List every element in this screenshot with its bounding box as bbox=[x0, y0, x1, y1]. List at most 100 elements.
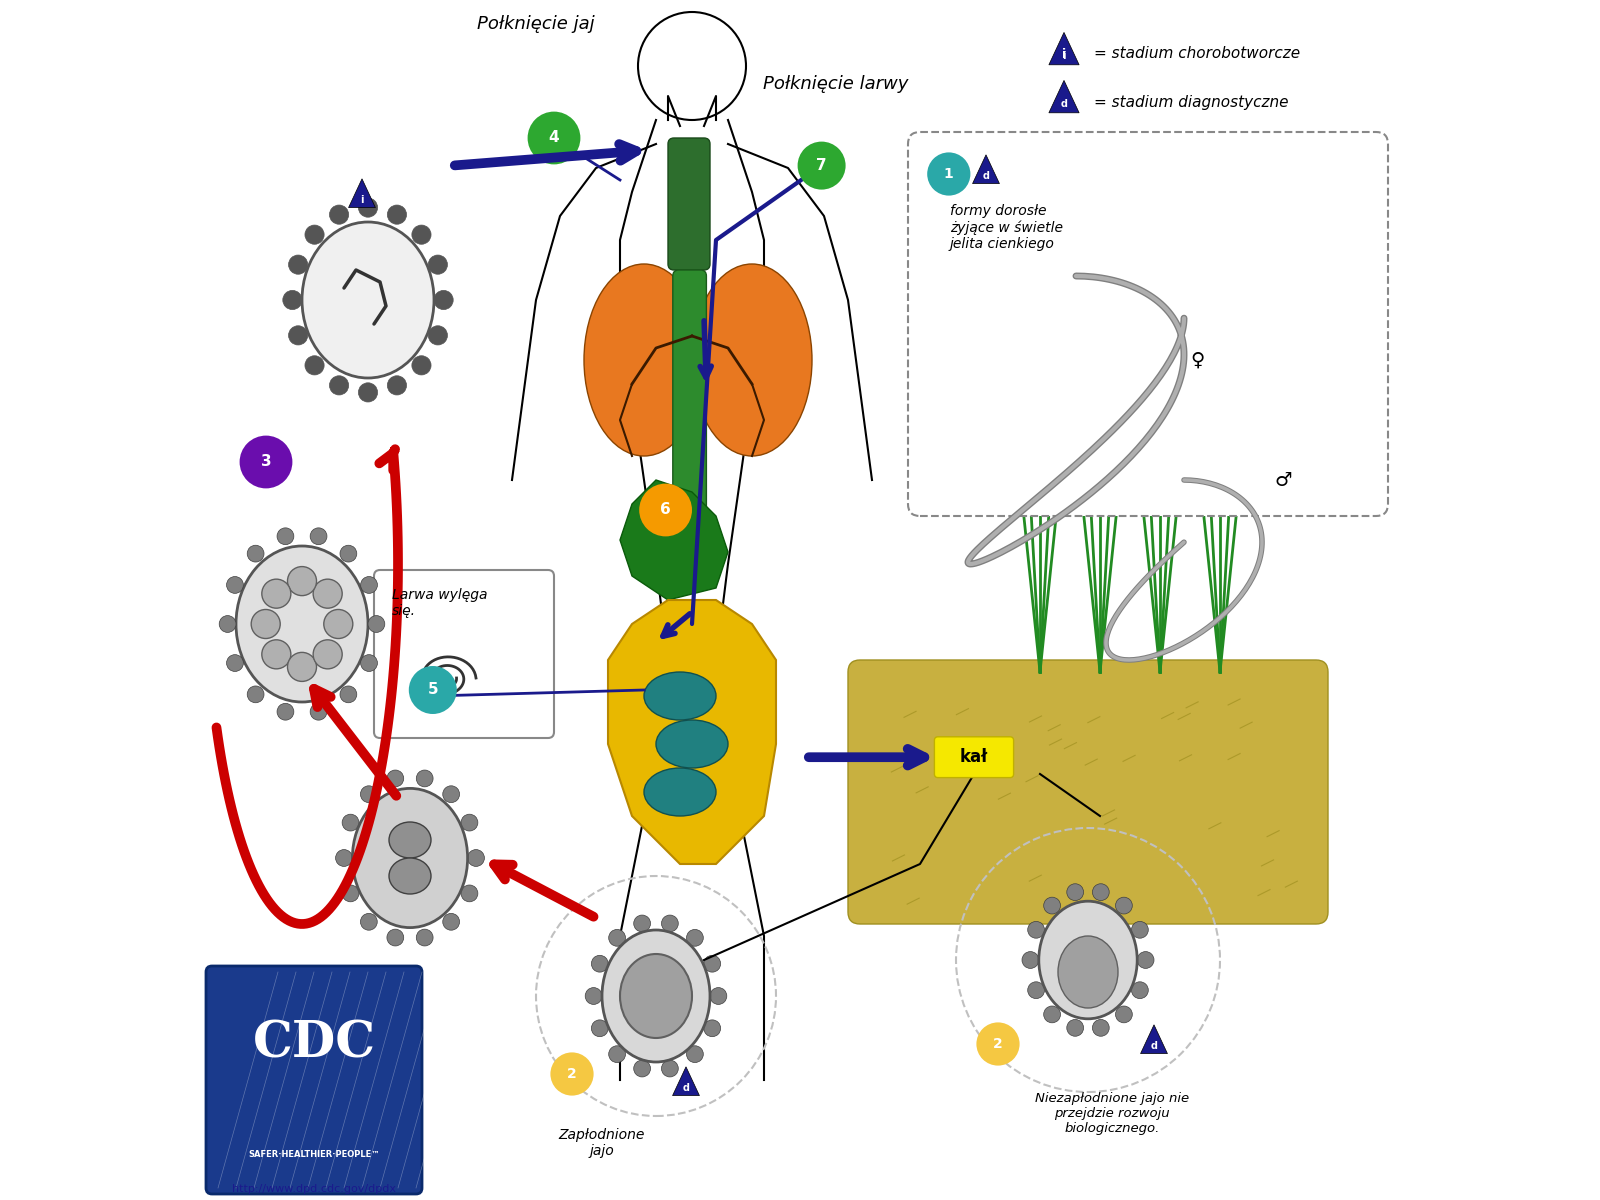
Circle shape bbox=[310, 528, 326, 545]
Circle shape bbox=[358, 198, 378, 217]
Circle shape bbox=[342, 886, 358, 902]
Circle shape bbox=[248, 545, 264, 562]
Circle shape bbox=[1027, 982, 1045, 998]
Circle shape bbox=[592, 1020, 608, 1037]
Polygon shape bbox=[1050, 32, 1078, 65]
Polygon shape bbox=[1141, 1025, 1168, 1054]
Polygon shape bbox=[973, 155, 1000, 184]
Text: d: d bbox=[1150, 1040, 1157, 1051]
Circle shape bbox=[1138, 952, 1154, 968]
Circle shape bbox=[1067, 1020, 1083, 1037]
Circle shape bbox=[310, 703, 326, 720]
Circle shape bbox=[1093, 883, 1109, 900]
Text: 2: 2 bbox=[994, 1037, 1003, 1051]
Ellipse shape bbox=[302, 222, 434, 378]
Circle shape bbox=[928, 152, 970, 196]
Circle shape bbox=[277, 703, 294, 720]
Circle shape bbox=[443, 913, 459, 930]
Circle shape bbox=[277, 528, 294, 545]
Circle shape bbox=[251, 610, 280, 638]
Circle shape bbox=[976, 1022, 1019, 1066]
Ellipse shape bbox=[1038, 901, 1138, 1019]
Circle shape bbox=[368, 616, 386, 632]
Circle shape bbox=[461, 814, 478, 830]
Circle shape bbox=[314, 640, 342, 668]
Circle shape bbox=[262, 580, 291, 608]
Text: i: i bbox=[1062, 52, 1066, 61]
Circle shape bbox=[592, 955, 608, 972]
Text: d: d bbox=[1061, 100, 1067, 109]
Circle shape bbox=[330, 205, 349, 224]
Ellipse shape bbox=[237, 546, 368, 702]
Circle shape bbox=[661, 1060, 678, 1076]
Text: 4: 4 bbox=[549, 131, 560, 145]
Text: d: d bbox=[982, 170, 989, 181]
Polygon shape bbox=[672, 1067, 699, 1096]
Ellipse shape bbox=[602, 930, 710, 1062]
Circle shape bbox=[1115, 898, 1133, 914]
Text: d: d bbox=[683, 1082, 690, 1093]
Circle shape bbox=[461, 886, 478, 902]
Circle shape bbox=[429, 256, 448, 275]
Circle shape bbox=[358, 383, 378, 402]
Circle shape bbox=[339, 686, 357, 703]
Circle shape bbox=[342, 814, 358, 830]
Ellipse shape bbox=[1058, 936, 1118, 1008]
Circle shape bbox=[1131, 922, 1149, 938]
Circle shape bbox=[550, 1052, 594, 1096]
Circle shape bbox=[467, 850, 485, 866]
Ellipse shape bbox=[352, 788, 467, 928]
Circle shape bbox=[1043, 898, 1061, 914]
Circle shape bbox=[1043, 1006, 1061, 1022]
Text: 6: 6 bbox=[661, 503, 670, 517]
Circle shape bbox=[240, 436, 293, 488]
Text: ♂: ♂ bbox=[1274, 470, 1291, 490]
Circle shape bbox=[360, 576, 378, 593]
Circle shape bbox=[387, 205, 406, 224]
Text: Połknięcie jaj: Połknięcie jaj bbox=[477, 14, 595, 32]
Circle shape bbox=[528, 112, 581, 164]
Circle shape bbox=[686, 930, 704, 947]
Ellipse shape bbox=[389, 822, 430, 858]
FancyBboxPatch shape bbox=[669, 138, 710, 270]
Circle shape bbox=[387, 376, 406, 395]
Text: Zapłodnione
jajo: Zapłodnione jajo bbox=[558, 1128, 645, 1158]
Text: i: i bbox=[360, 194, 363, 205]
Polygon shape bbox=[349, 179, 376, 208]
Circle shape bbox=[387, 929, 403, 946]
Circle shape bbox=[323, 610, 354, 638]
FancyBboxPatch shape bbox=[934, 737, 1014, 778]
Circle shape bbox=[411, 355, 430, 374]
Circle shape bbox=[434, 290, 453, 310]
Circle shape bbox=[416, 929, 434, 946]
Text: = stadium chorobotworcze: = stadium chorobotworcze bbox=[1094, 47, 1301, 61]
Circle shape bbox=[387, 770, 403, 787]
Polygon shape bbox=[608, 600, 776, 864]
Text: http://www.dpd.cdc.gov/dpdx: http://www.dpd.cdc.gov/dpdx bbox=[232, 1184, 397, 1194]
Circle shape bbox=[416, 770, 434, 787]
Text: 2: 2 bbox=[566, 1067, 578, 1081]
Text: Połknięcie larwy: Połknięcie larwy bbox=[763, 74, 909, 92]
Polygon shape bbox=[621, 480, 728, 600]
FancyBboxPatch shape bbox=[374, 570, 554, 738]
Circle shape bbox=[288, 256, 307, 275]
FancyBboxPatch shape bbox=[672, 270, 707, 546]
Circle shape bbox=[1115, 1006, 1133, 1022]
Circle shape bbox=[586, 988, 602, 1004]
Circle shape bbox=[360, 655, 378, 672]
FancyBboxPatch shape bbox=[909, 132, 1389, 516]
Text: SAFER·HEALTHIER·PEOPLE™: SAFER·HEALTHIER·PEOPLE™ bbox=[248, 1150, 379, 1159]
Text: Larwa wylęga
się.: Larwa wylęga się. bbox=[392, 588, 488, 618]
Text: ♀: ♀ bbox=[1190, 352, 1205, 370]
Circle shape bbox=[227, 655, 243, 672]
Circle shape bbox=[360, 786, 378, 803]
Ellipse shape bbox=[643, 768, 717, 816]
Circle shape bbox=[634, 916, 651, 932]
Circle shape bbox=[1022, 952, 1038, 968]
Circle shape bbox=[1093, 1020, 1109, 1037]
Text: 7: 7 bbox=[816, 158, 827, 173]
Circle shape bbox=[306, 226, 325, 245]
Circle shape bbox=[411, 226, 430, 245]
Circle shape bbox=[288, 653, 317, 682]
Ellipse shape bbox=[389, 858, 430, 894]
